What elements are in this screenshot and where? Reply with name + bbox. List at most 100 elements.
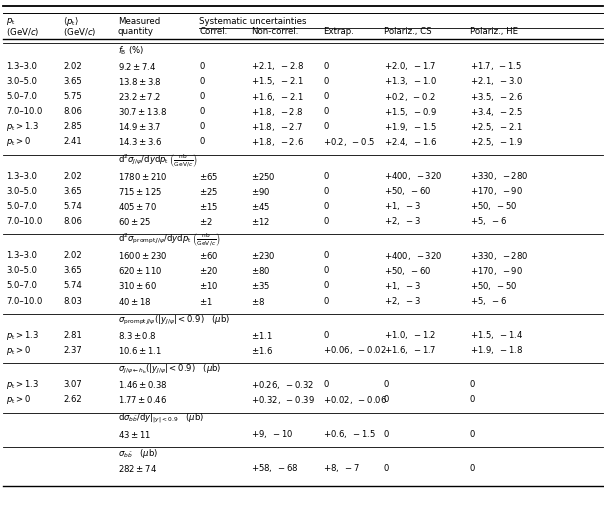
Text: $+2.1,\ -2.8$: $+2.1,\ -2.8$	[251, 60, 304, 72]
Text: $+400,\ -320$: $+400,\ -320$	[384, 250, 442, 262]
Text: $405\pm70$: $405\pm70$	[118, 201, 156, 212]
Text: $+5,\ -6$: $+5,\ -6$	[470, 295, 507, 307]
Text: 0: 0	[323, 217, 329, 226]
Text: $23.2\pm7.2$: $23.2\pm7.2$	[118, 91, 161, 102]
Text: 7.0–10.0: 7.0–10.0	[6, 107, 42, 116]
Text: 5.0–7.0: 5.0–7.0	[6, 282, 37, 290]
Text: 2.81: 2.81	[63, 331, 82, 340]
Text: 0: 0	[323, 172, 329, 181]
Text: 8.06: 8.06	[63, 217, 82, 226]
Text: $\pm80$: $\pm80$	[251, 265, 270, 276]
Text: $+0.06,\ -0.02$: $+0.06,\ -0.02$	[323, 345, 387, 356]
Text: 0: 0	[323, 296, 329, 306]
Text: $+1.7,\ -1.5$: $+1.7,\ -1.5$	[470, 60, 522, 72]
Text: $+58,\ -68$: $+58,\ -68$	[251, 462, 298, 475]
Text: $\mathrm{d}^2\sigma_{\mathrm{prompt}\,J/\psi}/\mathrm{d}y\mathrm{d}p_\mathrm{t}\: $\mathrm{d}^2\sigma_{\mathrm{prompt}\,J/…	[118, 232, 220, 249]
Text: Non-correl.: Non-correl.	[251, 27, 298, 36]
Text: $+0.26,\ -0.32$: $+0.26,\ -0.32$	[251, 379, 313, 391]
Text: $10.6\pm1.1$: $10.6\pm1.1$	[118, 345, 162, 356]
Text: $40\pm18$: $40\pm18$	[118, 295, 152, 307]
Text: $+8,\ -7$: $+8,\ -7$	[323, 462, 360, 475]
Text: $+330,\ -280$: $+330,\ -280$	[470, 250, 528, 262]
Text: 0: 0	[323, 202, 329, 211]
Text: $\pm12$: $\pm12$	[251, 216, 269, 227]
Text: $14.3\pm3.6$: $14.3\pm3.6$	[118, 136, 162, 147]
Text: 0: 0	[323, 122, 329, 131]
Text: $+0.2,\ -0.5$: $+0.2,\ -0.5$	[323, 136, 376, 148]
Text: 0: 0	[199, 62, 205, 71]
Text: $\sigma_{J/\psi\leftarrow h_\mathrm{b}}(|y_{J/\psi}|<0.9)\quad(\mu\mathrm{b})$: $\sigma_{J/\psi\leftarrow h_\mathrm{b}}(…	[118, 363, 221, 376]
Text: Systematic uncertainties: Systematic uncertainties	[199, 17, 307, 26]
Text: $+2.1,\ -3.0$: $+2.1,\ -3.0$	[470, 75, 523, 88]
Text: 0: 0	[323, 331, 329, 340]
Text: Measured: Measured	[118, 17, 160, 26]
Text: 0: 0	[323, 251, 329, 260]
Text: 1.3–3.0: 1.3–3.0	[6, 172, 37, 181]
Text: $620\pm110$: $620\pm110$	[118, 265, 162, 276]
Text: 2.02: 2.02	[63, 251, 82, 260]
Text: $715\pm125$: $715\pm125$	[118, 186, 162, 197]
Text: $+3.5,\ -2.6$: $+3.5,\ -2.6$	[470, 91, 523, 102]
Text: $+0.32,\ -0.39$: $+0.32,\ -0.39$	[251, 394, 315, 406]
Text: 0: 0	[470, 395, 475, 404]
Text: $\sigma_{b\bar{b}}\quad(\mu\mathrm{b})$: $\sigma_{b\bar{b}}\quad(\mu\mathrm{b})$	[118, 447, 158, 460]
Text: 2.85: 2.85	[63, 122, 82, 131]
Text: 0: 0	[199, 92, 205, 101]
Text: 0: 0	[323, 282, 329, 290]
Text: $+50,\ -50$: $+50,\ -50$	[470, 280, 518, 292]
Text: $310\pm60$: $310\pm60$	[118, 281, 156, 291]
Text: $+170,\ -90$: $+170,\ -90$	[470, 265, 523, 277]
Text: 0: 0	[199, 77, 205, 86]
Text: 0: 0	[323, 107, 329, 116]
Text: $1.77\pm0.46$: $1.77\pm0.46$	[118, 394, 167, 406]
Text: $+2,\ -3$: $+2,\ -3$	[384, 295, 420, 307]
Text: 8.03: 8.03	[63, 296, 82, 306]
Text: $1780\pm210$: $1780\pm210$	[118, 170, 167, 182]
Text: $+2.4,\ -1.6$: $+2.4,\ -1.6$	[384, 136, 437, 148]
Text: $\pm1.6$: $\pm1.6$	[251, 345, 273, 356]
Text: $+2,\ -3$: $+2,\ -3$	[384, 216, 420, 227]
Text: $8.3\pm0.8$: $8.3\pm0.8$	[118, 330, 156, 341]
Text: 0: 0	[384, 380, 389, 389]
Text: 7.0–10.0: 7.0–10.0	[6, 217, 42, 226]
Text: $1.46\pm0.38$: $1.46\pm0.38$	[118, 379, 167, 390]
Text: $\langle p_\mathrm{t}\rangle$: $\langle p_\mathrm{t}\rangle$	[63, 15, 80, 28]
Text: 2.37: 2.37	[63, 346, 82, 355]
Text: 0: 0	[323, 77, 329, 86]
Text: 7.0–10.0: 7.0–10.0	[6, 296, 42, 306]
Text: $p_\mathrm{t}>0$: $p_\mathrm{t}>0$	[6, 344, 31, 357]
Text: $+1.8,\ -2.7$: $+1.8,\ -2.7$	[251, 121, 303, 133]
Text: 0: 0	[323, 92, 329, 101]
Text: 0: 0	[470, 430, 475, 439]
Text: $+330,\ -280$: $+330,\ -280$	[470, 170, 528, 182]
Text: $\pm1$: $\pm1$	[199, 295, 213, 307]
Text: $13.8\pm3.8$: $13.8\pm3.8$	[118, 76, 162, 87]
Text: $+1.6,\ -2.1$: $+1.6,\ -2.1$	[251, 91, 303, 102]
Text: 1.3–3.0: 1.3–3.0	[6, 251, 37, 260]
Text: 5.74: 5.74	[63, 282, 82, 290]
Text: 0: 0	[384, 464, 389, 473]
Text: $p_\mathrm{t}>1.3$: $p_\mathrm{t}>1.3$	[6, 329, 39, 342]
Text: $+2.5,\ -2.1$: $+2.5,\ -2.1$	[470, 121, 522, 133]
Text: $+170,\ -90$: $+170,\ -90$	[470, 185, 523, 197]
Text: 5.74: 5.74	[63, 202, 82, 211]
Text: 0: 0	[323, 380, 329, 389]
Text: $9.2\pm7.4$: $9.2\pm7.4$	[118, 61, 156, 72]
Text: $+0.6,\ -1.5$: $+0.6,\ -1.5$	[323, 428, 376, 440]
Text: 3.07: 3.07	[63, 380, 82, 389]
Text: 0: 0	[470, 380, 475, 389]
Text: 3.0–5.0: 3.0–5.0	[6, 77, 37, 86]
Text: 0: 0	[199, 137, 205, 146]
Text: 0: 0	[323, 266, 329, 275]
Text: $\pm250$: $\pm250$	[251, 170, 275, 182]
Text: $p_\mathrm{t}>0$: $p_\mathrm{t}>0$	[6, 393, 31, 407]
Text: $+400,\ -320$: $+400,\ -320$	[384, 170, 442, 182]
Text: $+1.6,\ -1.7$: $+1.6,\ -1.7$	[384, 345, 436, 356]
Text: $p_\mathrm{t}>1.3$: $p_\mathrm{t}>1.3$	[6, 378, 39, 391]
Text: 0: 0	[323, 187, 329, 196]
Text: $\pm15$: $\pm15$	[199, 201, 219, 212]
Text: 0: 0	[384, 430, 389, 439]
Text: $14.9\pm3.7$: $14.9\pm3.7$	[118, 121, 161, 132]
Text: $\pm230$: $\pm230$	[251, 250, 275, 261]
Text: $+2.0,\ -1.7$: $+2.0,\ -1.7$	[384, 60, 436, 72]
